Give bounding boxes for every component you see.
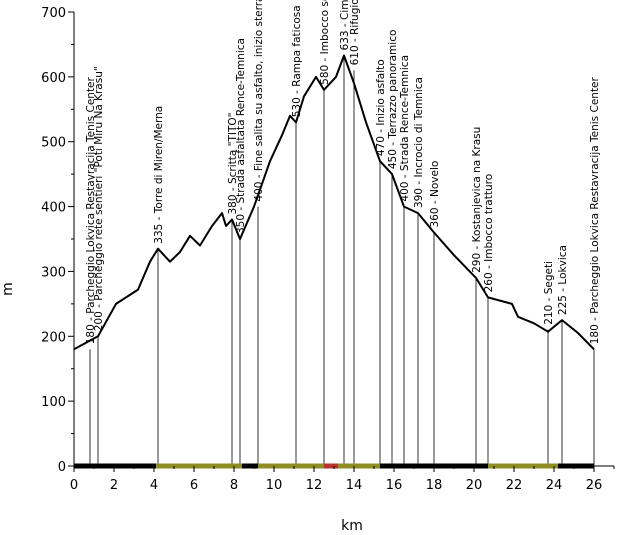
surface-segment-olive: [156, 463, 242, 469]
surface-segment-olive: [338, 463, 380, 469]
annotation-label: 180 - Parcheggio Lokvica Restavracija Te…: [85, 76, 97, 344]
x-tick-label: 18: [426, 478, 443, 493]
annotation-label: 335 - Torre di Miren/Merna: [153, 106, 165, 244]
annotation-label: 400 - Fine salita su asfalto, inizio ste…: [253, 0, 265, 202]
annotation-group: 180 - Parcheggio Lokvica Restavracija Te…: [85, 0, 601, 466]
annotation-label: 260 - Imbocco tratturo: [483, 174, 495, 293]
x-axis-ticks: 0 2 4 6 8 10 12 14 16 18 20 22 24 26: [70, 466, 615, 493]
annotation-label: 225 - Lokvica: [557, 245, 569, 315]
surface-segment-olive: [488, 463, 558, 469]
x-tick-label: 8: [230, 478, 238, 493]
x-tick-label: 22: [506, 478, 523, 493]
x-tick-label: 14: [346, 478, 363, 493]
y-axis-label: m: [0, 282, 16, 296]
y-tick-label: 0: [58, 460, 66, 475]
annotation-label: 450 - Terrazzo panoramico: [387, 30, 399, 170]
annotation-label: 200 - Parcheggio rete sentieri "Poti Mir…: [93, 66, 105, 331]
annotation-label: 210 - Segeti: [543, 261, 555, 325]
surface-segment-olive: [258, 463, 324, 469]
x-axis-label: km: [341, 518, 363, 534]
elevation-profile-line: [73, 54, 595, 351]
annotation-label: 580 - Imbocco sentiero nel bosco: [319, 0, 331, 85]
y-tick-label: 500: [41, 136, 66, 151]
y-tick-label: 300: [41, 265, 66, 280]
x-tick-label: 24: [546, 478, 563, 493]
y-axis-ticks: 0 100 200 300 400 500 600 700: [41, 6, 74, 475]
annotation-label: 530 - Rampa faticosa: [291, 5, 303, 117]
x-tick-label: 6: [190, 478, 198, 493]
x-tick-label: 2: [110, 478, 118, 493]
x-tick-label: 4: [150, 478, 158, 493]
x-tick-label: 20: [466, 478, 483, 493]
y-tick-label: 400: [41, 201, 66, 216]
surface-segment-dark: [558, 463, 594, 469]
annotation-label: 350 - Strada asfaltata Rence-Temnica: [235, 38, 247, 234]
x-tick-label: 10: [266, 478, 283, 493]
annotation-label: 633 - Cima M. Trstelj: [339, 0, 351, 50]
annotation-label: 470 - Inizio asfalto: [375, 59, 387, 156]
annotation-label: 180 - Parcheggio Lokvica Restavracija Te…: [589, 76, 601, 344]
x-tick-label: 16: [386, 478, 403, 493]
annotation-label: 380 - Scritta "TITO": [227, 112, 239, 214]
y-tick-label: 200: [41, 330, 66, 345]
annotation-label: 360 - Novelo: [429, 161, 441, 228]
y-tick-label: 100: [41, 395, 66, 410]
surface-segment-red: [324, 463, 338, 469]
x-tick-label: 0: [70, 478, 78, 493]
y-tick-label: 600: [41, 71, 66, 86]
annotation-label: 290 - Kostanjevica na Krasu: [471, 127, 483, 273]
y-tick-label: 700: [41, 6, 66, 21]
surface-segment-dark: [74, 463, 156, 469]
annotation-label: 610 - Rifugio Stjenkova koca: [349, 0, 361, 65]
annotation-label: 400 - Strada Rence-Temnica: [399, 55, 411, 202]
x-tick-label: 26: [586, 478, 603, 493]
annotation-label: 390 - Incrocio di Temnica: [413, 77, 425, 208]
surface-segment-dark: [242, 463, 258, 469]
x-tick-label: 12: [306, 478, 323, 493]
